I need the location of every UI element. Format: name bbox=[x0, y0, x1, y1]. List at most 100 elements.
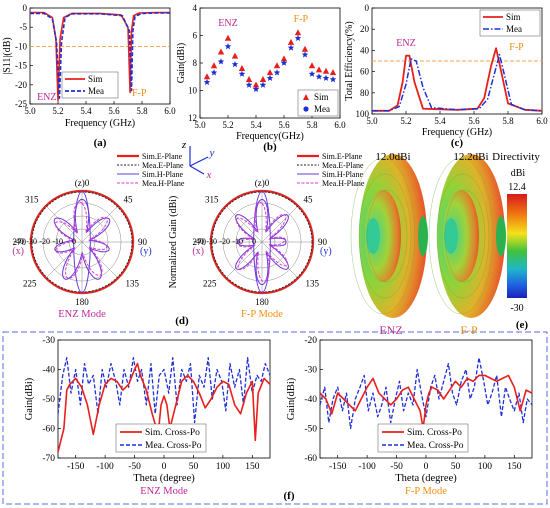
pattern-core bbox=[444, 218, 458, 254]
x-tick-label: 5.6 bbox=[108, 106, 120, 116]
y-tick-label: -10 bbox=[15, 41, 27, 51]
x-tick-label: 5.8 bbox=[502, 116, 514, 126]
polar-spoke bbox=[225, 241, 263, 279]
sim-point bbox=[329, 69, 337, 76]
angle-tick-label: 90 bbox=[318, 237, 328, 247]
x-tick-label: 5.2 bbox=[400, 116, 411, 126]
mea-point bbox=[238, 70, 246, 77]
mea-point bbox=[210, 69, 218, 76]
y-axis-label: Normalized Gain (dBi) bbox=[168, 196, 179, 289]
legend-sim-label: Sim bbox=[88, 74, 103, 84]
mea-point bbox=[252, 85, 260, 92]
angle-tick-label: (z)0 bbox=[255, 178, 270, 188]
angle-tick-label: 180 bbox=[75, 297, 89, 307]
sim-point bbox=[217, 48, 225, 55]
legend-mea-label: Mea bbox=[314, 104, 330, 114]
legend-label: Mea.E-Plane bbox=[322, 161, 364, 170]
legend: Sim. Cross-Po Mea. Cross-Po bbox=[377, 423, 469, 453]
polar-spoke bbox=[81, 241, 119, 279]
series-mea bbox=[319, 357, 533, 430]
mea-point bbox=[301, 51, 309, 58]
series-sim bbox=[319, 374, 533, 430]
pattern-contour bbox=[366, 189, 408, 283]
legend-box bbox=[297, 89, 339, 117]
mea-point bbox=[315, 73, 323, 80]
x-tick-label: 6.0 bbox=[334, 120, 346, 130]
x-tick-label: -100 bbox=[96, 462, 114, 472]
legend-mea-label: Mea. Cross-Po bbox=[145, 441, 202, 451]
y-axis-label: |S11|(dB) bbox=[2, 37, 13, 75]
x-tick-label: 5.0 bbox=[366, 116, 378, 126]
mea-point bbox=[266, 74, 274, 81]
radial-tick-label: 0 bbox=[72, 237, 76, 246]
panel-label-f: (f) bbox=[284, 490, 295, 502]
radial-tick-label: -40 bbox=[193, 237, 204, 246]
chart-s11: 5.0 5.2 5.4 5.6 5.8 6.0 0 -5 -10 -15 -20 -25 Frequen… bbox=[2, 3, 176, 149]
y-axis-label: Gain(dBi) bbox=[176, 43, 187, 84]
legend: Sim. Cross-Po Mea. Cross-Po bbox=[115, 423, 207, 453]
x-tick-label: -50 bbox=[390, 462, 403, 472]
angle-tick-label: 45 bbox=[303, 195, 313, 205]
y-tick-label: -60 bbox=[304, 454, 317, 464]
legend-sim-label: Sim. Cross-Po bbox=[407, 428, 462, 438]
legend: Sim Mea bbox=[479, 9, 541, 37]
x-tick-label: -50 bbox=[128, 462, 141, 472]
directivity-pattern: 12.0dBi ENZ bbox=[350, 151, 428, 337]
x-tick-label: 5.4 bbox=[80, 106, 92, 116]
colorbar-max: 12.4 bbox=[508, 182, 526, 193]
mode-label: F-P bbox=[460, 323, 478, 337]
main-beam bbox=[73, 191, 91, 293]
polar-plot: (z)0 45 90 135 180 225 270 315 0 -10-20-30-40 (y) (… bbox=[12, 178, 151, 320]
mea-point bbox=[287, 44, 295, 51]
pattern-core bbox=[366, 218, 380, 254]
mea-point bbox=[329, 76, 337, 83]
panel-label-d: (d) bbox=[175, 315, 189, 327]
series-sim bbox=[57, 362, 271, 453]
y-axis-arrow bbox=[189, 156, 209, 167]
polar-spoke bbox=[261, 205, 299, 243]
legend-label: Sim.H-Plane bbox=[322, 170, 364, 179]
axis-letter-x: (x) bbox=[192, 246, 204, 257]
y-tick-label: -40 bbox=[304, 395, 317, 405]
x-tick-label: 5.2 bbox=[222, 120, 233, 130]
sim-point bbox=[266, 69, 274, 76]
series-mea bbox=[372, 53, 543, 112]
sim-point bbox=[231, 52, 239, 59]
y-tick-label: -30 bbox=[304, 366, 317, 376]
annotation-enz: ENZ bbox=[218, 18, 237, 29]
legend-label: Mea.H-Plane bbox=[142, 179, 185, 188]
x-tick-label: 0 bbox=[424, 462, 429, 472]
x-tick-label: 50 bbox=[189, 462, 199, 472]
radial-tick-label: -30 bbox=[26, 237, 37, 246]
legend-box bbox=[61, 71, 119, 99]
legend-label: Mea.E-Plane bbox=[142, 161, 184, 170]
x-tick-label: 150 bbox=[245, 462, 260, 472]
x-tick-label: 5.8 bbox=[306, 120, 318, 130]
mea-point bbox=[217, 58, 225, 65]
y-tick-label: 40 bbox=[360, 45, 370, 55]
mode-label: ENZ Mode bbox=[140, 486, 188, 497]
y-axis-label: Total Efficiency(%) bbox=[344, 21, 355, 100]
radial-tick-label: -20 bbox=[219, 237, 230, 246]
legend-mea-marker bbox=[303, 106, 309, 112]
legend-box bbox=[115, 423, 207, 453]
pattern-contour bbox=[436, 173, 490, 299]
sim-h-plane bbox=[53, 198, 111, 280]
radial-tick-label: -10 bbox=[232, 237, 243, 246]
angle-tick-label: 135 bbox=[305, 278, 319, 288]
mea-point bbox=[231, 61, 239, 68]
sim-point bbox=[301, 45, 309, 52]
angle-tick-label: 90 bbox=[138, 237, 148, 247]
mea-point bbox=[273, 69, 281, 76]
sim-point bbox=[238, 65, 246, 71]
y-tick-label: 0 bbox=[23, 3, 28, 13]
angle-tick-label: 270 bbox=[193, 237, 207, 247]
pattern-inner bbox=[365, 190, 401, 282]
x-tick-label: 100 bbox=[478, 462, 493, 472]
angle-tick-label: 180 bbox=[255, 297, 269, 307]
polar-spoke bbox=[81, 205, 119, 243]
annotation-fp: F-P bbox=[132, 88, 147, 99]
y-axis-label: Gain(dBi) bbox=[24, 377, 35, 420]
y-tick-label: -15 bbox=[15, 61, 27, 71]
